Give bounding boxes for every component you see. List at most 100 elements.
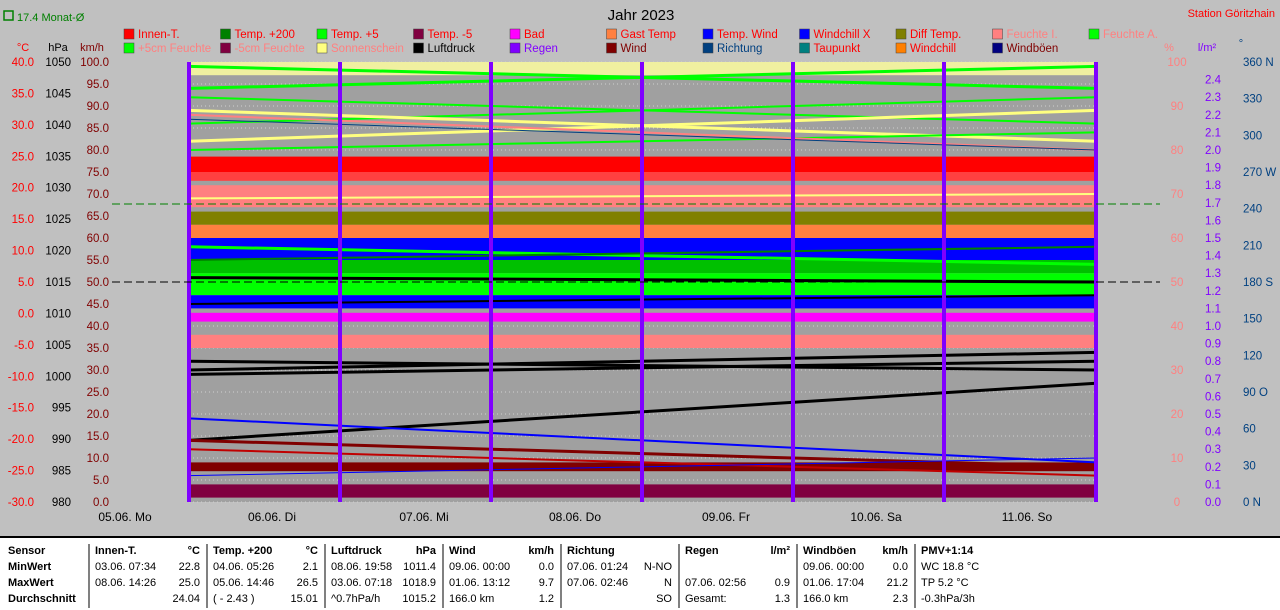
stats-cell-4-2-b: SO (656, 593, 672, 605)
tick-kmh-19: 5.0 (93, 475, 109, 487)
tick-direction-7: 150 (1243, 314, 1262, 326)
tick-direction-12: 0 N (1243, 497, 1261, 509)
legend-swatch-12 (220, 42, 231, 54)
stats-cell-1-2-a: ( - 2.43 ) (213, 593, 255, 605)
stats-cell-1-0-a: 04.06. 05:26 (213, 561, 275, 573)
tick-rain-1: 2.3 (1205, 92, 1221, 104)
tick-hpa-4: 1030 (45, 183, 71, 195)
tick-celsius-6: 10.0 (12, 246, 34, 258)
tick-kmh-15: 25.0 (87, 387, 109, 399)
tick-celsius-10: -10.0 (8, 371, 34, 383)
tick-kmh-6: 70.0 (87, 189, 109, 201)
stats-cell-3-2-b: 1.2 (538, 593, 554, 605)
station-name: Station Göritzhain (1188, 8, 1275, 20)
stats-row-label-3: Durchschnitt (8, 593, 76, 605)
stats-cell-2-0-a: 08.06. 19:58 (331, 561, 393, 573)
average-line-icon (3, 10, 14, 21)
stats-col-unit-7 (990, 544, 1030, 559)
stats-table: Sensor MinWert MaxWert Durchschnitt Innen-T.… (0, 536, 1280, 610)
stats-cell-6-2-b: 2.3 (892, 593, 908, 605)
legend-swatch-15 (509, 42, 521, 54)
tick-hpa-5: 1025 (45, 214, 71, 226)
tick-kmh-1: 95.0 (87, 79, 109, 91)
tick-direction-4: 240 (1243, 204, 1262, 216)
tick-kmh-2: 90.0 (87, 101, 109, 113)
tick-percent-9: 10 (1171, 453, 1184, 465)
tick-percent-0: 100 (1167, 57, 1186, 69)
stats-col-name-4: Richtung (567, 545, 615, 557)
x-tick-0: 05.06. Mo (98, 510, 152, 524)
tick-percent-4: 60 (1171, 233, 1184, 245)
tick-kmh-3: 85.0 (87, 123, 109, 135)
legend-label-1: Temp. +200 (235, 29, 295, 41)
x-tick-1: 06.06. Di (248, 510, 296, 524)
tick-celsius-3: 25.0 (12, 151, 34, 163)
stats-cell-6-1-a: 01.06. 17:04 (803, 577, 865, 589)
stats-row-labels: Sensor MinWert MaxWert Durchschnitt (2, 544, 86, 608)
axis-unit-percent: % (1164, 42, 1174, 54)
legend-label-13: Sonnenschein (331, 43, 404, 55)
tick-direction-11: 30 (1243, 460, 1256, 472)
stats-cell-3-2-a: 166.0 km (449, 593, 495, 605)
tick-rain-8: 1.6 (1205, 215, 1221, 227)
stats-cell-7-0-b (980, 560, 1030, 575)
legend-swatch-0 (123, 28, 135, 40)
legend-swatch-10 (1088, 28, 1100, 40)
legend-swatch-18 (799, 42, 810, 54)
stats-column-7: PMV+1:14 WC 18.8 °C TP 5.2 °C -0.3hPa/3h (914, 544, 1036, 608)
stats-cell-3-1-b: 9.7 (538, 577, 554, 589)
stats-cell-0-0-b: 22.8 (178, 561, 200, 573)
legend-swatch-17 (702, 42, 714, 54)
legend-label-7: Windchill X (814, 29, 871, 41)
stats-cell-6-0-b: 0.0 (892, 561, 908, 573)
stats-column-0: Innen-T. °C 03.06. 07:34 22.8 08.06. 14:26 25… (88, 544, 206, 608)
tick-direction-5: 210 (1243, 240, 1262, 252)
x-tick-2: 07.06. Mi (399, 510, 448, 524)
legend-swatch-3 (413, 28, 424, 40)
tick-celsius-1: 35.0 (12, 88, 34, 100)
x-tick-4: 09.06. Fr (702, 510, 750, 524)
stats-cell-1-1-a: 05.06. 14:46 (213, 577, 275, 589)
tick-rain-13: 1.1 (1205, 303, 1221, 315)
stats-col-name-0: Innen-T. (95, 545, 137, 557)
tick-kmh-9: 55.0 (87, 255, 109, 267)
tick-rain-10: 1.4 (1205, 251, 1222, 263)
tick-celsius-9: -5.0 (14, 340, 34, 352)
tick-direction-6: 180 S (1243, 277, 1273, 289)
tick-hpa-13: 985 (52, 466, 71, 478)
stats-column-6: Windböen km/h 09.06. 00:00 0.0 01.06. 17:04 2… (796, 544, 914, 608)
legend-label-19: Windchill (910, 43, 956, 55)
tick-rain-15: 0.9 (1205, 339, 1221, 351)
stats-col-unit-2: hPa (415, 545, 436, 557)
legend-label-0: Innen-T. (138, 29, 180, 41)
stats-cell-4-1-a: 07.06. 02:46 (567, 577, 629, 589)
tick-direction-8: 120 (1243, 350, 1262, 362)
stats-cell-2-2-a: ^0.7hPa/h (331, 593, 381, 605)
x-tick-5: 10.06. Sa (850, 510, 902, 524)
legend-swatch-7 (799, 28, 810, 40)
legend-label-20: Windböen (1007, 43, 1059, 55)
tick-percent-10: 0 (1174, 497, 1180, 509)
tick-rain-11: 1.3 (1205, 268, 1221, 280)
stats-cell-7-2-b (980, 592, 1030, 607)
tick-celsius-7: 5.0 (18, 277, 34, 289)
stats-cell-4-0-b: N-NO (643, 561, 672, 573)
tick-direction-0: 360 N (1243, 57, 1274, 69)
legend-label-14: Luftdruck (428, 43, 476, 55)
stats-cell-3-1-a: 01.06. 13:12 (449, 577, 511, 589)
stats-col-name-5: Regen (685, 545, 719, 557)
tick-percent-7: 30 (1171, 365, 1184, 377)
stats-cell-5-2-b: 1.3 (774, 593, 790, 605)
tick-percent-3: 70 (1171, 189, 1184, 201)
stats-cell-0-2-b: 24.04 (172, 593, 200, 605)
legend-swatch-9 (992, 28, 1003, 40)
legend-swatch-1 (220, 28, 231, 40)
legend-label-18: Taupunkt (814, 43, 861, 55)
legend-swatch-13 (316, 42, 328, 54)
tick-rain-20: 0.4 (1205, 427, 1222, 439)
stats-cell-6-0-a: 09.06. 00:00 (803, 561, 865, 573)
stats-col-unit-3: km/h (528, 545, 554, 557)
weather-chart: Jahr 2023 Station Göritzhain 17.4 Monat-Ø I… (3, 7, 1277, 524)
tick-rain-4: 2.0 (1205, 145, 1221, 157)
tick-direction-1: 330 (1243, 94, 1262, 106)
